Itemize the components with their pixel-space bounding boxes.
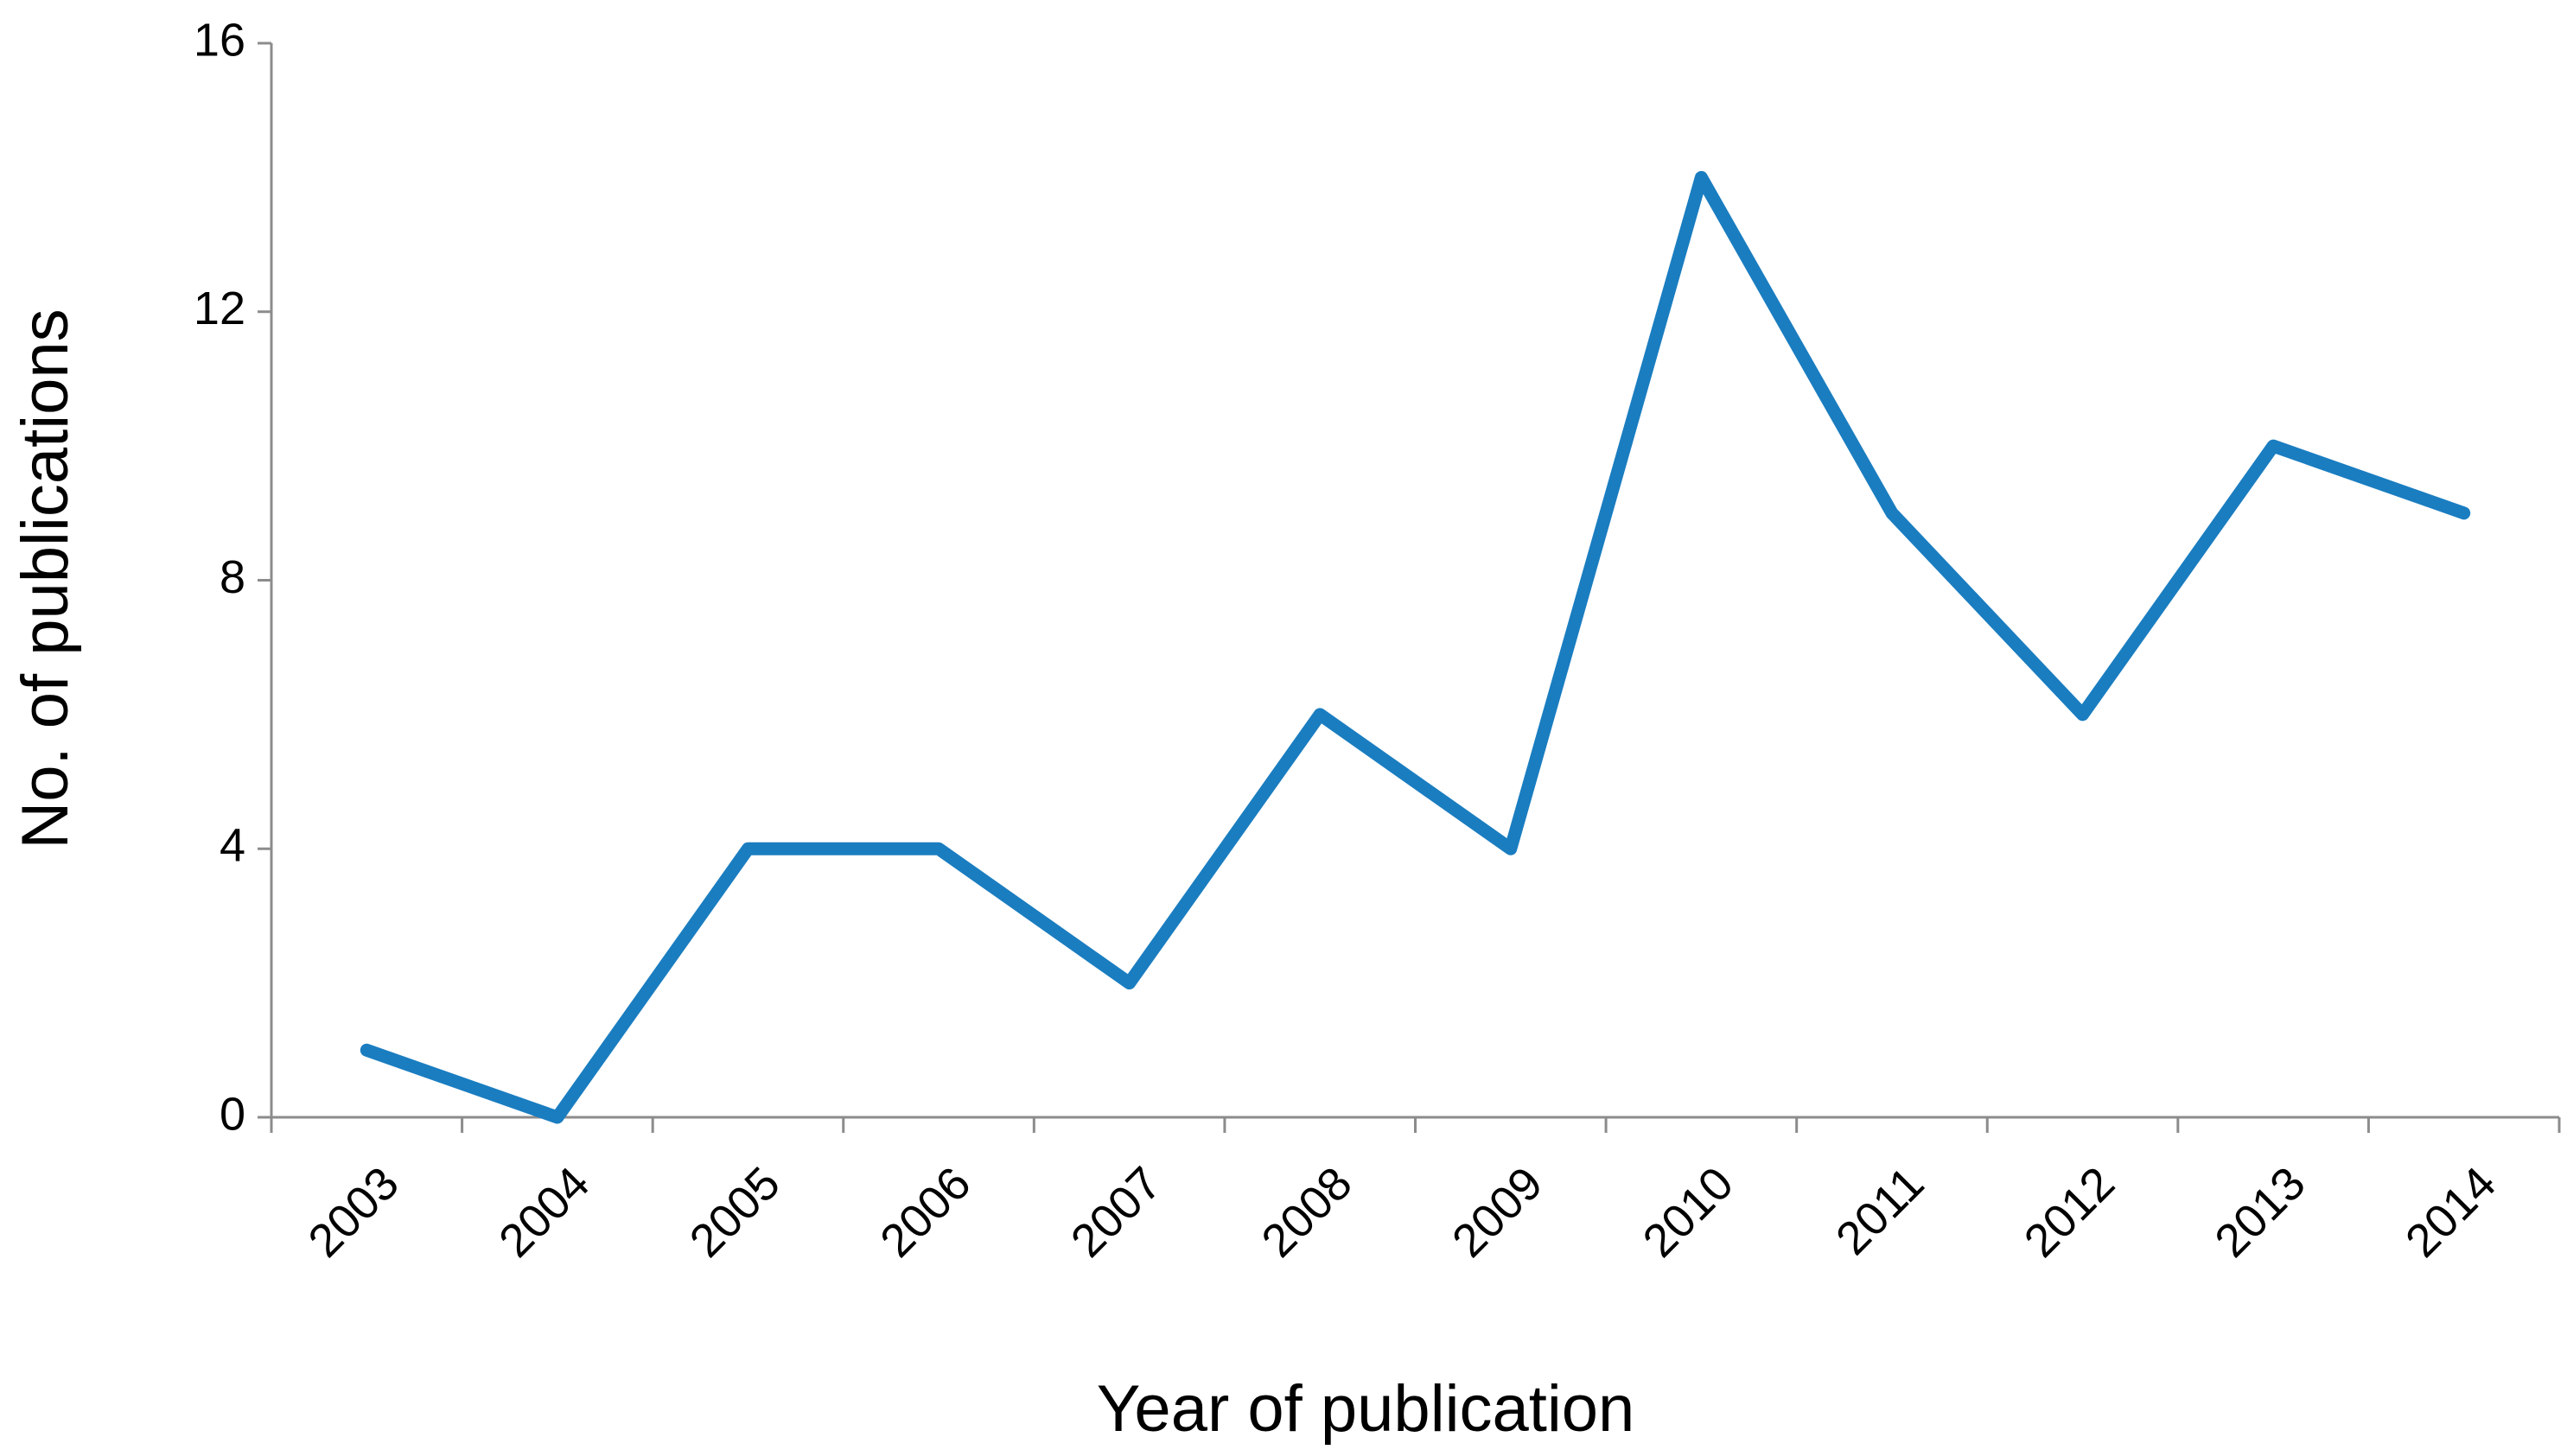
data-line bbox=[360, 170, 2471, 1124]
x-tick-label: 2004 bbox=[489, 1157, 599, 1267]
y-tick-label: 16 bbox=[194, 14, 245, 66]
y-tick-label: 8 bbox=[220, 551, 245, 603]
x-tick-label: 2012 bbox=[2015, 1157, 2124, 1267]
x-tick-label: 2013 bbox=[2205, 1157, 2315, 1267]
x-tick-label: 2008 bbox=[1252, 1157, 1361, 1267]
y-tick-label: 12 bbox=[194, 283, 245, 334]
x-axis-title: Year of publication bbox=[1097, 1372, 1635, 1446]
y-tick-label: 0 bbox=[220, 1088, 245, 1140]
x-tick-label: 2006 bbox=[870, 1157, 980, 1267]
x-tick-label: 2007 bbox=[1061, 1157, 1171, 1267]
y-tick-label: 4 bbox=[220, 820, 245, 872]
y-axis-title: No. of publications bbox=[9, 308, 82, 849]
x-tick-label: 2003 bbox=[298, 1157, 408, 1267]
x-tick-label: 2009 bbox=[1443, 1157, 1552, 1267]
x-tick-label: 2005 bbox=[680, 1157, 790, 1267]
x-tick-label: 2014 bbox=[2396, 1157, 2506, 1267]
x-tick-label: 2011 bbox=[1826, 1157, 1934, 1265]
x-tick-label: 2010 bbox=[1634, 1157, 1743, 1267]
